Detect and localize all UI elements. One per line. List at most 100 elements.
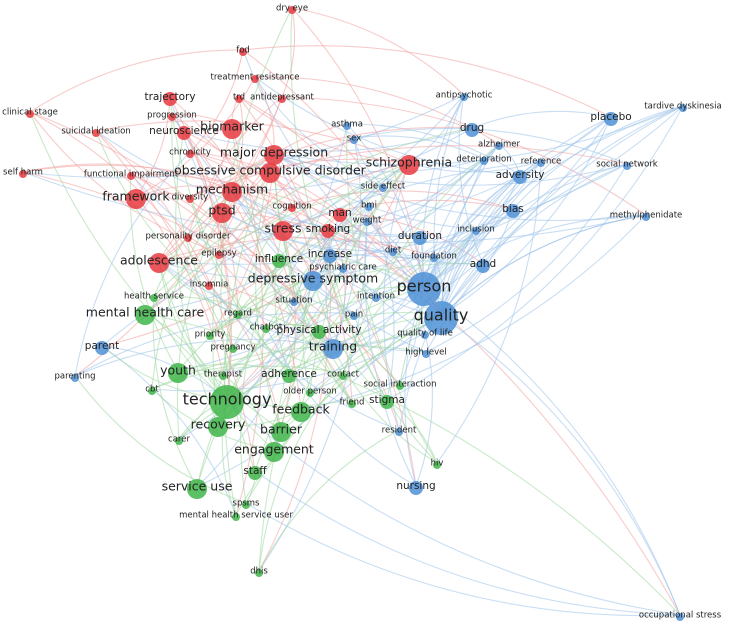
node bbox=[407, 272, 441, 306]
edge bbox=[231, 126, 353, 403]
edge bbox=[440, 214, 647, 317]
node bbox=[321, 224, 335, 238]
node-label: fod bbox=[236, 46, 250, 56]
edge bbox=[440, 105, 684, 317]
node-label: cbt bbox=[145, 385, 159, 395]
node bbox=[235, 95, 243, 103]
edge bbox=[254, 76, 384, 187]
edge bbox=[175, 130, 219, 426]
edge bbox=[196, 162, 410, 488]
node-label: insomnia bbox=[190, 280, 229, 290]
node bbox=[222, 119, 242, 139]
node-label: psychiatric care bbox=[309, 263, 376, 273]
node-label: obsessive compulsive disorder bbox=[174, 163, 367, 178]
node bbox=[465, 123, 479, 137]
edge bbox=[242, 45, 612, 118]
node bbox=[409, 481, 423, 495]
node-label: therapist bbox=[204, 370, 243, 380]
edge bbox=[183, 127, 473, 152]
node bbox=[379, 184, 387, 192]
node bbox=[229, 345, 237, 353]
edge bbox=[332, 212, 348, 348]
node bbox=[19, 170, 27, 178]
edge bbox=[158, 260, 275, 451]
node bbox=[604, 112, 618, 126]
node bbox=[127, 172, 135, 180]
edge bbox=[237, 219, 368, 314]
edge bbox=[346, 123, 521, 176]
node-label: adhd bbox=[470, 258, 496, 270]
node-label: mechanism bbox=[196, 182, 268, 197]
node bbox=[232, 513, 240, 521]
edge bbox=[74, 312, 355, 377]
node bbox=[339, 372, 347, 380]
node-label: treatment resistance bbox=[211, 73, 300, 83]
node bbox=[389, 248, 397, 256]
node-label: inclusion bbox=[457, 225, 495, 235]
node bbox=[206, 332, 214, 340]
edge bbox=[29, 111, 220, 254]
edge bbox=[242, 49, 425, 288]
node-label: mental health care bbox=[86, 305, 205, 320]
edge bbox=[222, 286, 425, 375]
edge bbox=[312, 185, 384, 280]
node-label: older person bbox=[283, 387, 337, 397]
node bbox=[430, 254, 438, 262]
node bbox=[350, 136, 358, 144]
edge bbox=[366, 143, 500, 221]
node bbox=[186, 195, 194, 203]
node-label: man bbox=[328, 207, 351, 219]
node-label: trd bbox=[233, 93, 245, 103]
edge bbox=[209, 278, 314, 335]
node bbox=[163, 92, 177, 106]
edge bbox=[423, 116, 612, 288]
node bbox=[422, 350, 430, 358]
node bbox=[248, 466, 262, 480]
labels: dry eye fod treatment resistance antipsycho… bbox=[2, 4, 722, 621]
node bbox=[472, 227, 480, 235]
edge bbox=[392, 158, 485, 251]
node-label: depressive symptom bbox=[248, 271, 378, 286]
node-label: contact bbox=[327, 370, 359, 380]
edge bbox=[386, 105, 684, 401]
node bbox=[421, 331, 429, 339]
node-label: duration bbox=[398, 230, 442, 242]
edge bbox=[458, 94, 484, 265]
node-label: clinical stage bbox=[2, 108, 58, 118]
node-label: antidepressant bbox=[250, 93, 314, 103]
node bbox=[365, 203, 373, 211]
node bbox=[506, 204, 520, 218]
edge bbox=[74, 338, 334, 377]
edge bbox=[226, 383, 401, 407]
node-label: social interaction bbox=[364, 380, 437, 390]
edge bbox=[281, 7, 296, 98]
node-label: adherence bbox=[261, 368, 317, 380]
node-label: pain bbox=[345, 310, 363, 320]
node bbox=[312, 325, 326, 339]
node-label: dry eye bbox=[276, 4, 308, 14]
node bbox=[513, 170, 527, 184]
edge bbox=[273, 152, 353, 403]
node bbox=[333, 208, 347, 222]
node-label: drug bbox=[460, 122, 484, 134]
edge bbox=[189, 49, 244, 153]
node-label: side effect bbox=[361, 182, 406, 192]
node bbox=[219, 372, 227, 380]
node bbox=[323, 249, 337, 263]
node-label: smoking bbox=[306, 223, 350, 235]
edge bbox=[238, 96, 394, 251]
edge bbox=[101, 160, 542, 347]
node-label: functional impairment bbox=[84, 170, 179, 180]
edge bbox=[273, 152, 384, 187]
node-label: regard bbox=[224, 309, 252, 319]
node bbox=[150, 294, 158, 302]
node bbox=[186, 150, 194, 158]
node-label: priority bbox=[195, 330, 226, 340]
node bbox=[149, 253, 169, 273]
edge bbox=[274, 228, 290, 375]
edge bbox=[258, 373, 344, 572]
node-label: sex bbox=[347, 134, 362, 144]
node-label: diet bbox=[385, 246, 402, 256]
node bbox=[271, 422, 291, 442]
node bbox=[676, 613, 684, 621]
